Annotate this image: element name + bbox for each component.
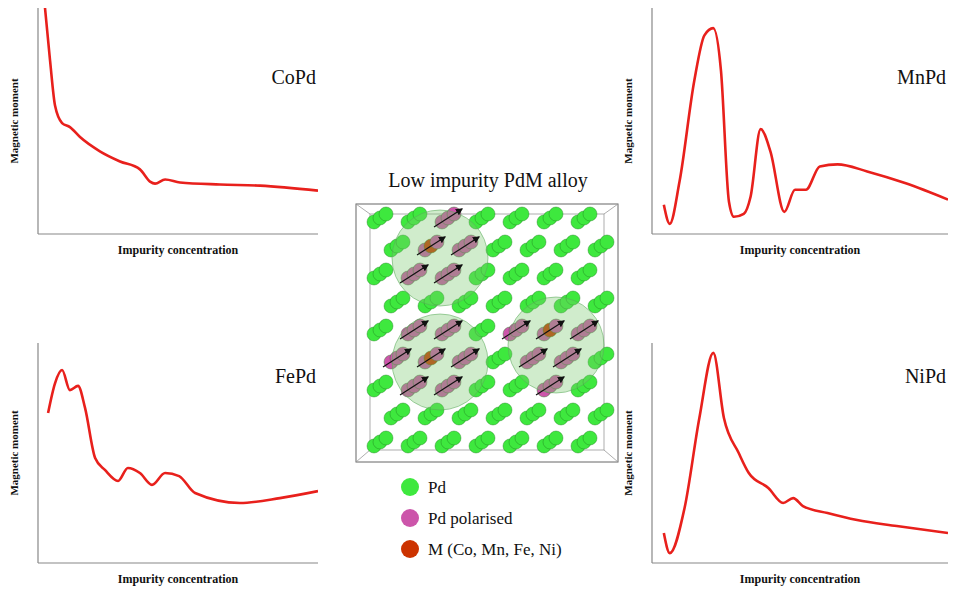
svg-text:Impurity concentration: Impurity concentration [740,572,861,586]
svg-text:Impurity concentration: Impurity concentration [118,243,239,257]
svg-text:Magnetic moment: Magnetic moment [622,78,634,164]
svg-text:Pd polarised: Pd polarised [428,509,513,528]
svg-text:M (Co, Mn, Fe, Ni): M (Co, Mn, Fe, Ni) [428,540,562,559]
svg-text:Impurity concentration: Impurity concentration [740,243,861,257]
svg-text:CoPd: CoPd [272,66,316,88]
svg-text:Low impurity PdM alloy: Low impurity PdM alloy [388,169,587,192]
svg-text:MnPd: MnPd [897,66,946,88]
svg-text:Magnetic moment: Magnetic moment [8,78,20,164]
svg-text:FePd: FePd [275,365,316,387]
svg-text:Impurity concentration: Impurity concentration [118,572,239,586]
svg-text:Magnetic moment: Magnetic moment [622,410,634,496]
svg-text:Pd: Pd [428,478,446,497]
svg-text:Magnetic moment: Magnetic moment [8,410,20,496]
svg-text:NiPd: NiPd [905,365,946,387]
